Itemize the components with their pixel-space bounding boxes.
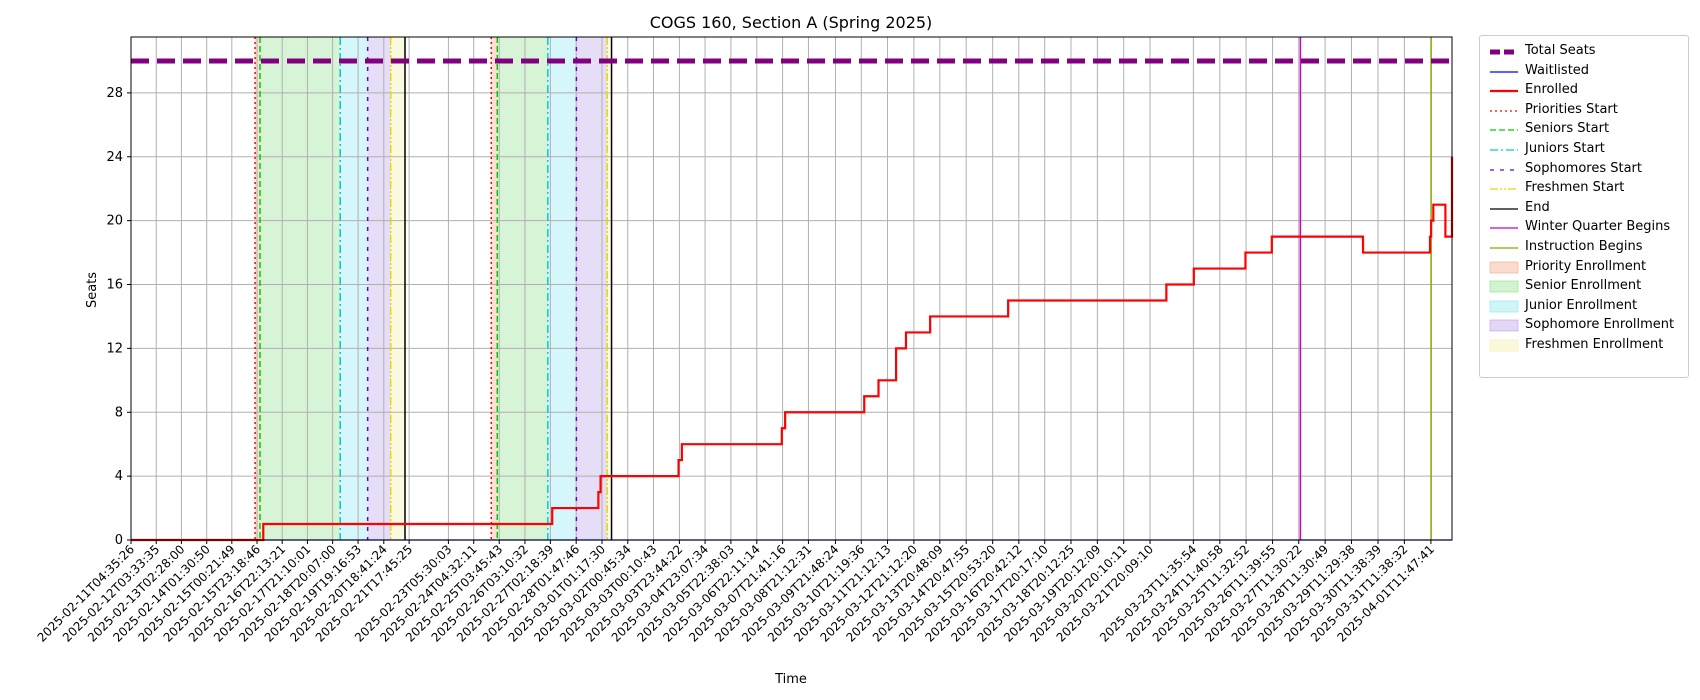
y-tick-label: 20	[106, 214, 123, 229]
legend-swatch	[1490, 129, 1518, 132]
legend-label: Freshmen Enrollment	[1525, 337, 1664, 352]
freshmen-enrollment-span-0	[390, 37, 406, 540]
legend-item-winter-quarter-begins: Winter Quarter Begins	[1480, 218, 1688, 238]
legend-label: Senior Enrollment	[1525, 278, 1642, 294]
legend-label: Winter Quarter Begins	[1525, 219, 1671, 235]
legend-label: Juniors Start	[1525, 141, 1605, 156]
plot-frame	[130, 36, 1453, 541]
freshmen-enrollment-span-1	[607, 37, 612, 540]
legend-label: Freshmen Start	[1525, 180, 1625, 196]
legend-label: Priorities Start	[1525, 101, 1618, 117]
y-tick-label: 4	[115, 469, 123, 484]
legend-label: Waitlisted	[1525, 62, 1590, 78]
legend-item-priorities-start: Priorities Start	[1480, 101, 1688, 121]
legend-swatch	[1490, 149, 1518, 151]
legend: Total Seats Waitlisted Enrolled Priorities …	[1479, 35, 1689, 378]
legend-swatch	[1490, 208, 1518, 210]
shaded-spans	[255, 37, 612, 540]
legend-label: End	[1525, 199, 1550, 215]
legend-item-instruction-begins: Instruction Begins	[1480, 238, 1688, 258]
chart-title: COGS 160, Section A (Spring 2025)	[650, 13, 933, 32]
x-axis-ticks: 2025-02-11T04:35:262025-02-12T03:33:3520…	[35, 540, 1437, 645]
legend-swatch	[1490, 247, 1518, 249]
legend-patch	[1489, 339, 1519, 352]
legend-patch	[1489, 319, 1519, 332]
y-axis-ticks: 0 4 8 12 16 20 24 28	[106, 86, 131, 548]
legend-swatch	[1490, 90, 1518, 93]
priority-enrollment-span-1	[491, 37, 498, 540]
legend-item-juniors-start: Juniors Start	[1480, 140, 1688, 160]
legend-item-freshmen-enrollment: Freshmen Enrollment	[1480, 336, 1688, 356]
legend-label: Total Seats	[1525, 43, 1596, 58]
y-axis-label: Seats	[85, 272, 100, 308]
legend-item-senior-enrollment: Senior Enrollment	[1480, 277, 1688, 297]
legend-label: Sophomore Enrollment	[1525, 317, 1675, 333]
legend-swatch	[1490, 188, 1518, 190]
legend-item-seniors-start: Seniors Start	[1480, 120, 1688, 140]
y-tick-label: 12	[106, 341, 123, 356]
junior-enrollment-span-1	[547, 37, 577, 540]
legend-item-junior-enrollment: Junior Enrollment	[1480, 297, 1688, 317]
legend-label: Priority Enrollment	[1525, 258, 1647, 274]
enrolled-series	[131, 156, 1454, 542]
legend-patch	[1489, 261, 1519, 274]
junior-enrollment-span-0	[340, 37, 368, 540]
legend-item-total-seats: Total Seats	[1480, 42, 1688, 62]
senior-enrollment-span-1	[497, 37, 548, 540]
legend-item-end: End	[1480, 199, 1688, 219]
legend-swatch	[1490, 168, 1518, 171]
y-tick-label: 16	[106, 278, 123, 293]
sophomore-enrollment-span-0	[367, 37, 391, 540]
legend-item-sophomore-enrollment: Sophomore Enrollment	[1480, 316, 1688, 336]
legend-swatch	[1489, 339, 1519, 352]
legend-patch	[1489, 280, 1519, 293]
legend-swatch	[1490, 49, 1518, 55]
senior-enrollment-span-0	[259, 37, 341, 540]
legend-swatch	[1489, 261, 1519, 274]
y-tick-label: 8	[115, 405, 123, 420]
legend-swatch	[1489, 319, 1519, 332]
legend-item-waitlisted: Waitlisted	[1480, 62, 1688, 82]
x-axis-label: Time	[774, 672, 807, 687]
legend-label: Seniors Start	[1525, 121, 1610, 137]
legend-swatch	[1490, 70, 1518, 73]
legend-label: Junior Enrollment	[1525, 297, 1638, 313]
y-tick-label: 24	[106, 150, 123, 165]
legend-item-priority-enrollment: Priority Enrollment	[1480, 258, 1688, 278]
legend-label: Instruction Begins	[1525, 239, 1643, 254]
sophomore-enrollment-span-1	[576, 37, 608, 540]
event-lines	[254, 37, 1432, 540]
legend-item-freshmen-start: Freshmen Start	[1480, 179, 1688, 199]
legend-label: Enrolled	[1525, 82, 1578, 98]
legend-swatch	[1490, 227, 1518, 230]
legend-swatch	[1489, 300, 1519, 313]
y-tick-label: 0	[115, 533, 123, 548]
y-tick-label: 28	[106, 86, 123, 101]
legend-patch	[1489, 300, 1519, 313]
legend-item-sophomores-start: Sophomores Start	[1480, 160, 1688, 180]
legend-swatch	[1490, 110, 1518, 112]
legend-item-enrolled: Enrolled	[1480, 81, 1688, 101]
legend-label: Sophomores Start	[1525, 160, 1642, 176]
legend-swatch	[1489, 280, 1519, 293]
grid-lines	[130, 37, 1452, 541]
